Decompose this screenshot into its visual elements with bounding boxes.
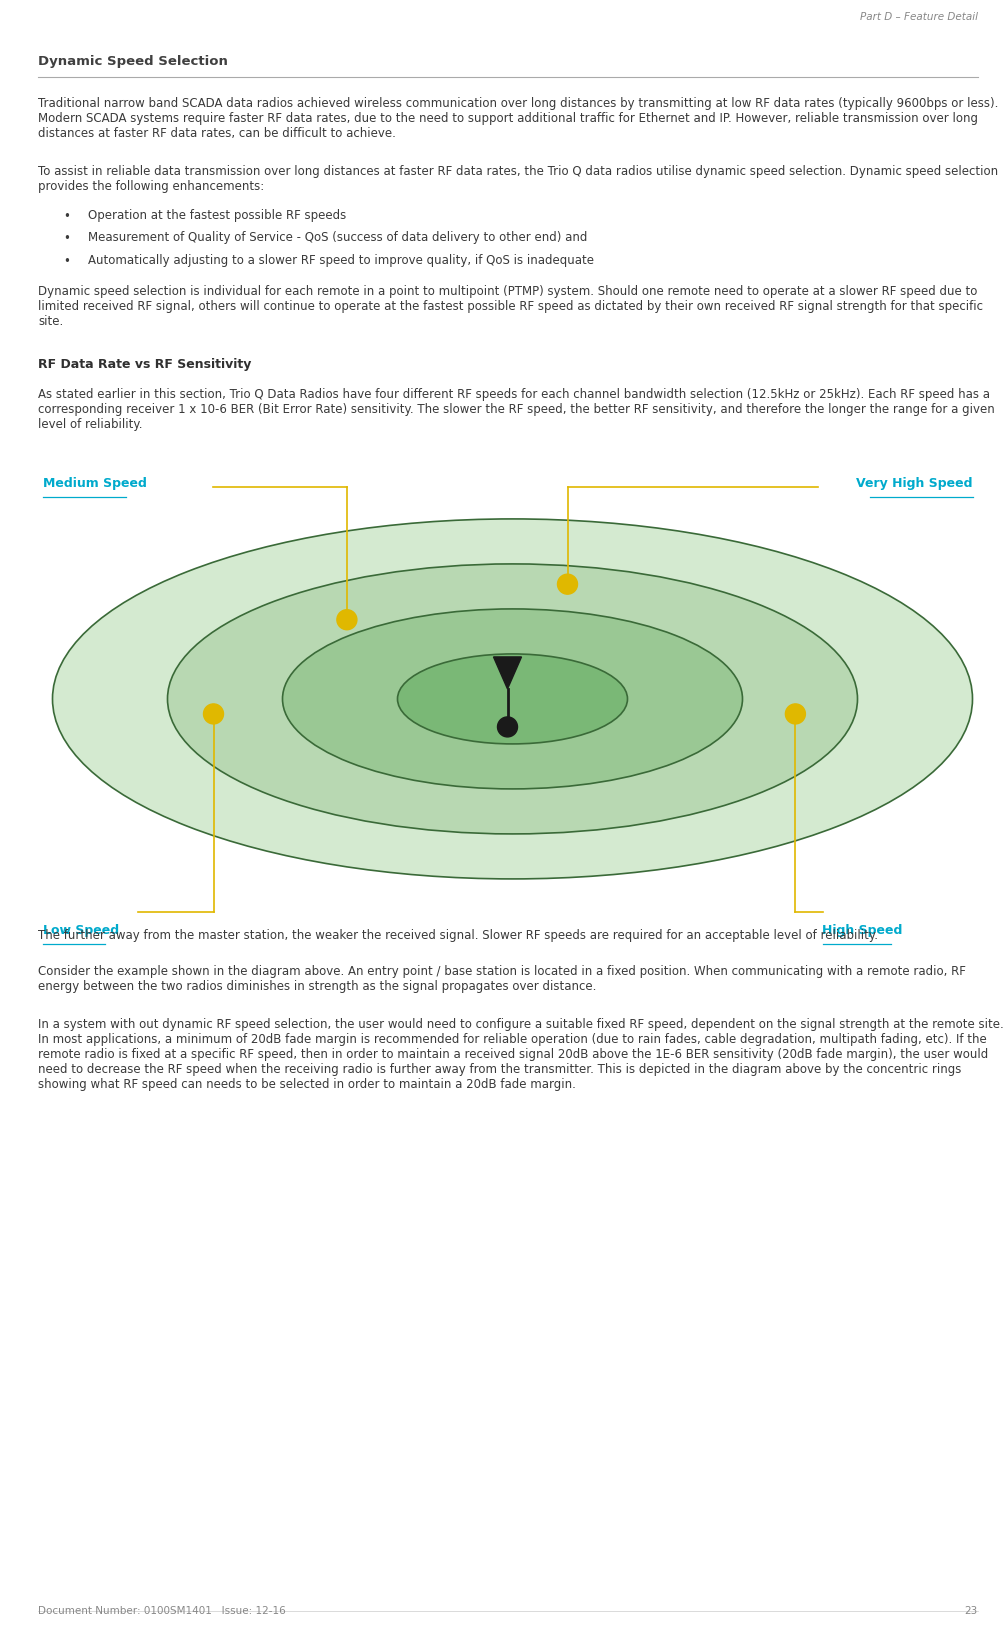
- Text: Medium Speed: Medium Speed: [43, 478, 147, 489]
- Text: •: •: [63, 255, 70, 268]
- Text: As stated earlier in this section, Trio Q Data Radios have four different RF spe: As stated earlier in this section, Trio …: [38, 388, 995, 430]
- Text: Part D – Feature Detail: Part D – Feature Detail: [860, 11, 978, 21]
- Text: Very High Speed: Very High Speed: [856, 478, 973, 489]
- Text: High Speed: High Speed: [822, 924, 902, 937]
- Text: Automatically adjusting to a slower RF speed to improve quality, if QoS is inade: Automatically adjusting to a slower RF s…: [88, 254, 594, 267]
- Circle shape: [785, 703, 805, 723]
- Text: Operation at the fastest possible RF speeds: Operation at the fastest possible RF spe…: [88, 208, 347, 221]
- Text: Consider the example shown in the diagram above. An entry point / base station i: Consider the example shown in the diagra…: [38, 965, 966, 993]
- Ellipse shape: [168, 564, 857, 834]
- Text: The further away from the master station, the weaker the received signal. Slower: The further away from the master station…: [38, 929, 878, 942]
- Ellipse shape: [398, 654, 627, 744]
- Text: Measurement of Quality of Service - QoS (success of data delivery to other end) : Measurement of Quality of Service - QoS …: [88, 231, 587, 244]
- Circle shape: [558, 574, 578, 594]
- Text: Low Speed: Low Speed: [43, 924, 120, 937]
- Text: Tx: Tx: [528, 669, 547, 684]
- Ellipse shape: [282, 609, 743, 789]
- Text: •: •: [63, 232, 70, 245]
- Ellipse shape: [52, 519, 973, 879]
- Text: In a system with out dynamic RF speed selection, the user would need to configur: In a system with out dynamic RF speed se…: [38, 1018, 1004, 1091]
- Circle shape: [497, 717, 518, 736]
- Text: •: •: [63, 209, 70, 222]
- Text: RF Data Rate vs RF Sensitivity: RF Data Rate vs RF Sensitivity: [38, 358, 251, 371]
- Polygon shape: [493, 658, 522, 689]
- Text: Dynamic Speed Selection: Dynamic Speed Selection: [38, 56, 228, 69]
- Text: To assist in reliable data transmission over long distances at faster RF data ra: To assist in reliable data transmission …: [38, 165, 998, 193]
- Text: 23: 23: [965, 1607, 978, 1616]
- Circle shape: [337, 610, 357, 630]
- Text: Dynamic speed selection is individual for each remote in a point to multipoint (: Dynamic speed selection is individual fo…: [38, 285, 983, 327]
- Text: Traditional narrow band SCADA data radios achieved wireless communication over l: Traditional narrow band SCADA data radio…: [38, 97, 998, 141]
- Text: Document Number: 0100SM1401   Issue: 12-16: Document Number: 0100SM1401 Issue: 12-16: [38, 1607, 285, 1616]
- Circle shape: [203, 703, 223, 723]
